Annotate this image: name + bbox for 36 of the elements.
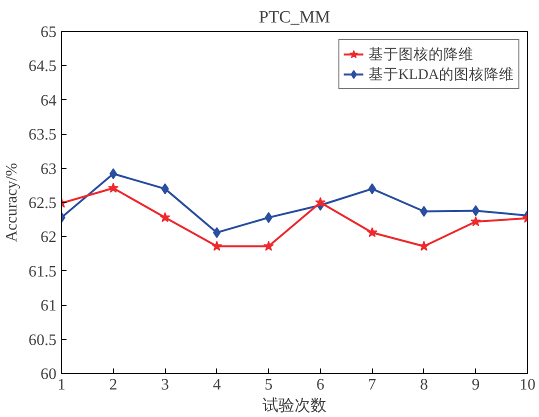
x-tick-label: 8 (420, 376, 428, 394)
point (263, 240, 274, 251)
x-tick-label: 1 (58, 376, 66, 394)
y-tick-label: 61 (40, 298, 56, 315)
y-tick-label: 63.5 (28, 126, 56, 144)
x-tick-label: 4 (212, 376, 221, 394)
y-axis-title: Accuracy/% (4, 162, 20, 242)
point (212, 240, 222, 251)
point (160, 212, 170, 222)
point (366, 227, 378, 238)
point (418, 240, 430, 251)
point (109, 168, 118, 180)
legend-label: 基于图核的降维 (368, 46, 474, 64)
x-axis-title: 试验次数 (262, 396, 326, 414)
point (470, 216, 481, 226)
x-tick-label: 6 (316, 376, 324, 394)
y-tick-label: 61.5 (28, 263, 56, 280)
x-tick-label: 10 (520, 376, 536, 394)
y-tick-label: 62.5 (28, 195, 56, 212)
y-tick-label: 60.5 (28, 332, 56, 349)
y-tick-label: 60 (40, 366, 56, 383)
point (472, 205, 480, 216)
x-tick-label: 9 (472, 376, 480, 394)
y-tick-label: 62 (40, 229, 56, 246)
chart-title: PTC_MM (258, 8, 330, 26)
y-tick-label: 64 (40, 92, 56, 110)
y-tick-label: 63 (40, 160, 56, 178)
x-tick-label: 2 (109, 376, 118, 394)
x-tick-label: 7 (368, 376, 376, 394)
legend-label: 基于KLDA的图核降维 (368, 66, 514, 84)
y-tick-label: 65 (40, 24, 56, 41)
point (108, 182, 119, 193)
x-tick-label: 5 (264, 376, 273, 394)
y-tick-label: 64.5 (28, 58, 56, 76)
point (315, 197, 326, 208)
x-tick-label: 3 (161, 376, 170, 394)
